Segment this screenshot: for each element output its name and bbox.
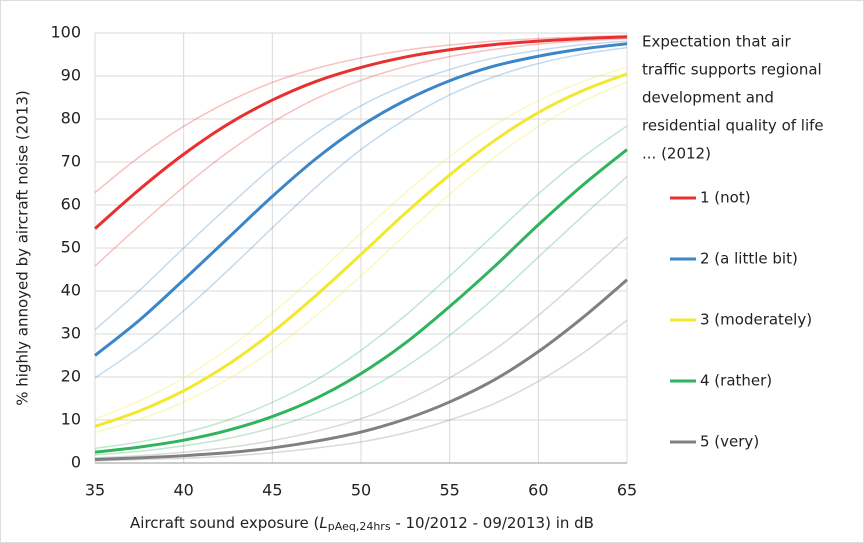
y-tick-label: 90 xyxy=(61,66,81,85)
x-tick-label: 65 xyxy=(617,481,637,500)
ci-line xyxy=(94,46,628,379)
legend-label: 2 (a little bit) xyxy=(700,250,798,268)
x-label-part: L xyxy=(319,514,327,532)
legend-label: 5 (very) xyxy=(700,433,759,451)
ci-line xyxy=(94,236,628,459)
y-tick-label: 70 xyxy=(61,152,81,171)
legend-title: development and xyxy=(642,89,774,107)
y-tick-label: 10 xyxy=(61,410,81,429)
y-tick-label: 100 xyxy=(50,23,81,42)
x-label-part: Aircraft sound exposure ( xyxy=(130,514,319,532)
x-axis-label: Aircraft sound exposure (LpAeq,24hrs - 1… xyxy=(130,514,594,534)
y-tick-label: 80 xyxy=(61,109,81,128)
series-line xyxy=(94,278,628,462)
x-label-part: - 10/2012 - 09/2013) in dB xyxy=(391,514,594,532)
y-tick-label: 50 xyxy=(61,238,81,257)
legend-label: 4 (rather) xyxy=(700,372,772,390)
legend-label: 3 (moderately) xyxy=(700,311,812,329)
ci-line xyxy=(94,34,628,194)
series-line xyxy=(94,72,628,428)
y-tick-label: 20 xyxy=(61,367,81,386)
series-line xyxy=(94,35,628,230)
legend-title: ... (2012) xyxy=(642,145,711,163)
legend-title: traffic supports regional xyxy=(642,61,822,79)
x-label-part: pAeq,24hrs xyxy=(328,520,391,533)
y-tick-label: 40 xyxy=(61,281,81,300)
ci-line xyxy=(94,66,628,420)
ci-line xyxy=(94,319,628,462)
series-line xyxy=(94,42,628,357)
x-tick-label: 60 xyxy=(528,481,548,500)
x-tick-label: 35 xyxy=(85,481,105,500)
series-line xyxy=(94,148,628,454)
x-tick-label: 55 xyxy=(439,481,459,500)
ci-line xyxy=(94,176,628,456)
legend-title: residential quality of life xyxy=(642,117,824,135)
ci-line xyxy=(94,37,628,267)
x-tick-label: 40 xyxy=(173,481,193,500)
ci-line xyxy=(94,40,628,331)
y-tick-label: 0 xyxy=(71,453,81,472)
ci-line xyxy=(94,81,628,434)
x-tick-label: 45 xyxy=(262,481,282,500)
x-tick-label: 50 xyxy=(351,481,371,500)
y-tick-label: 60 xyxy=(61,195,81,214)
y-tick-label: 30 xyxy=(61,324,81,343)
legend-title: Expectation that air xyxy=(642,33,792,51)
legend-label: 1 (not) xyxy=(700,189,751,207)
ci-line xyxy=(94,125,628,450)
y-axis-label: % highly annoyed by aircraft noise (2013… xyxy=(14,90,32,406)
